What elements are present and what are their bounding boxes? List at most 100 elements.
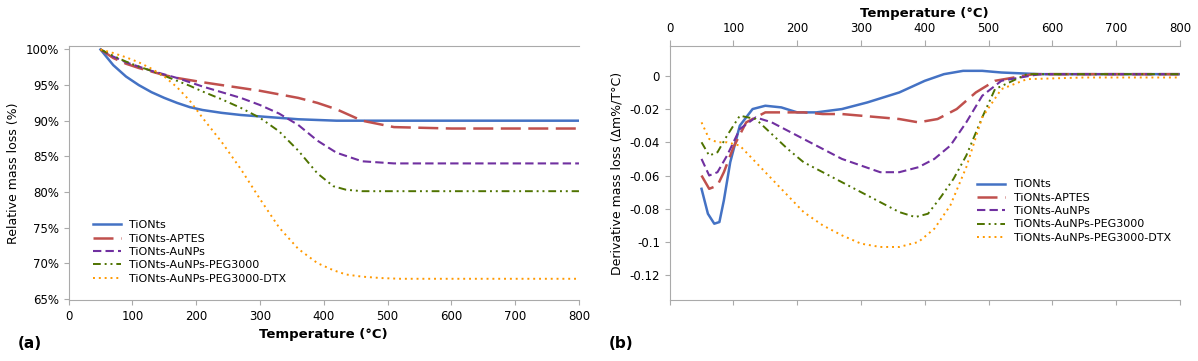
TiONts-AuNPs-PEG3000 — [93, 47, 108, 52]
TiONts-AuNPs-PEG3000 — [780, 147, 794, 151]
TiONts-APTES — [234, 86, 248, 90]
TiONts-AuNPs — [291, 123, 305, 127]
TiONts-AuNPs — [912, 165, 926, 169]
TiONts-AuNPs — [780, 129, 794, 133]
TiONts-AuNPs-PEG3000 — [1173, 72, 1187, 76]
TiONts-AuNPs — [733, 127, 748, 131]
TiONts-AuNPs-PEG3000 — [170, 79, 184, 83]
TiONts-AuNPs-PEG3000 — [835, 180, 849, 184]
TiONts-AuNPs — [943, 143, 957, 148]
TiONts-AuNPs-PEG3000-DTX — [710, 140, 725, 144]
TiONts-AuNPs-PEG3000-DTX — [170, 85, 184, 90]
TiONts-APTES — [969, 90, 984, 95]
TiONts-APTES — [144, 69, 158, 74]
TiONts — [835, 107, 849, 111]
TiONts-AuNPs-PEG3000-DTX — [291, 247, 305, 251]
TiONts-AuNPs-PEG3000 — [873, 200, 888, 204]
TiONts-AuNPs — [387, 161, 401, 166]
TiONts-AuNPs-PEG3000 — [234, 106, 248, 110]
TiONts-AuNPs-PEG3000-DTX — [355, 274, 369, 279]
TiONts-APTES — [950, 107, 964, 111]
TiONts-AuNPs-PEG3000-DTX — [93, 47, 108, 52]
TiONts-AuNPs-PEG3000-DTX — [702, 137, 716, 141]
TiONts — [393, 118, 407, 123]
TiONts — [195, 108, 210, 112]
TiONts-AuNPs — [93, 47, 108, 52]
TiONts-AuNPs-PEG3000-DTX — [393, 277, 407, 281]
TiONts-AuNPs-PEG3000-DTX — [816, 223, 830, 227]
TiONts-APTES — [835, 112, 849, 116]
TiONts — [695, 187, 709, 191]
TiONts-AuNPs-PEG3000 — [508, 189, 522, 193]
TiONts-APTES — [1077, 72, 1091, 76]
TiONts-APTES — [739, 120, 754, 125]
TiONts — [758, 104, 773, 108]
TiONts-APTES — [310, 101, 325, 105]
TiONts-AuNPs-PEG3000-DTX — [780, 193, 794, 197]
TiONts — [701, 212, 715, 216]
TiONts — [733, 123, 748, 128]
TiONts — [157, 96, 171, 100]
TiONts-AuNPs-PEG3000 — [253, 116, 267, 120]
TiONts-AuNPs — [1033, 72, 1047, 76]
TiONts-AuNPs-PEG3000-DTX — [272, 225, 286, 230]
TiONts — [956, 69, 970, 73]
TiONts-AuNPs-PEG3000 — [921, 212, 936, 216]
TiONts-AuNPs — [329, 151, 344, 155]
TiONts — [1077, 72, 1091, 76]
TiONts-AuNPs-PEG3000-DTX — [253, 197, 267, 201]
TiONts — [170, 101, 184, 105]
TiONts-APTES — [355, 118, 369, 123]
TiONts-AuNPs-PEG3000-DTX — [873, 245, 888, 249]
TiONts-APTES — [291, 96, 305, 100]
TiONts-AuNPs-PEG3000 — [571, 189, 586, 193]
TiONts-AuNPs — [927, 157, 942, 161]
TiONts — [716, 198, 731, 203]
TiONts-APTES — [444, 126, 459, 131]
TiONts-AuNPs — [710, 170, 725, 174]
TiONts-AuNPs — [975, 93, 990, 98]
TiONts — [132, 83, 146, 87]
X-axis label: Temperature (°C): Temperature (°C) — [260, 329, 388, 342]
TiONts-AuNPs-PEG3000 — [132, 64, 146, 69]
TiONts-AuNPs — [144, 69, 158, 73]
TiONts — [860, 100, 875, 105]
TiONts-AuNPs — [702, 173, 716, 178]
TiONts-AuNPs-PEG3000 — [749, 117, 763, 121]
TiONts-AuNPs-PEG3000 — [1019, 72, 1034, 76]
TiONts — [745, 107, 760, 111]
TiONts-AuNPs-PEG3000 — [797, 160, 811, 164]
TiONts-AuNPs — [157, 72, 171, 77]
TiONts-AuNPs-PEG3000 — [960, 153, 974, 158]
TiONts-APTES — [797, 110, 811, 114]
TiONts-AuNPs-PEG3000 — [326, 184, 340, 188]
TiONts-AuNPs — [994, 79, 1009, 83]
TiONts-APTES — [710, 183, 725, 188]
TiONts-AuNPs-PEG3000 — [854, 190, 869, 194]
TiONts — [144, 90, 158, 94]
TiONts-AuNPs-PEG3000 — [764, 132, 779, 136]
Y-axis label: Derivative mass loss (Δm%/T°C): Derivative mass loss (Δm%/T°C) — [611, 71, 624, 275]
TiONts-AuNPs-PEG3000-DTX — [797, 210, 811, 214]
TiONts-AuNPs-PEG3000-DTX — [107, 51, 121, 55]
TiONts-AuNPs — [272, 112, 286, 116]
TiONts-AuNPs-PEG3000 — [214, 97, 229, 101]
TiONts-AuNPs — [695, 157, 709, 161]
TiONts-AuNPs-PEG3000-DTX — [720, 140, 734, 144]
TiONts-AuNPs — [749, 115, 763, 119]
TiONts-APTES — [195, 80, 210, 84]
TiONts-AuNPs-PEG3000 — [946, 177, 961, 181]
TiONts-APTES — [182, 78, 196, 82]
TiONts — [571, 118, 586, 123]
TiONts-AuNPs — [234, 96, 248, 100]
TiONts-AuNPs-PEG3000 — [988, 87, 1003, 91]
TiONts-AuNPs — [195, 84, 210, 89]
TiONts-AuNPs-PEG3000-DTX — [339, 272, 353, 277]
TiONts-APTES — [702, 187, 716, 191]
TiONts-AuNPs-PEG3000-DTX — [132, 60, 146, 65]
TiONts — [93, 47, 108, 52]
TiONts-APTES — [508, 126, 522, 131]
TiONts-AuNPs-PEG3000 — [355, 189, 369, 193]
TiONts-AuNPs — [119, 60, 133, 65]
TiONts-AuNPs-PEG3000 — [816, 170, 830, 174]
